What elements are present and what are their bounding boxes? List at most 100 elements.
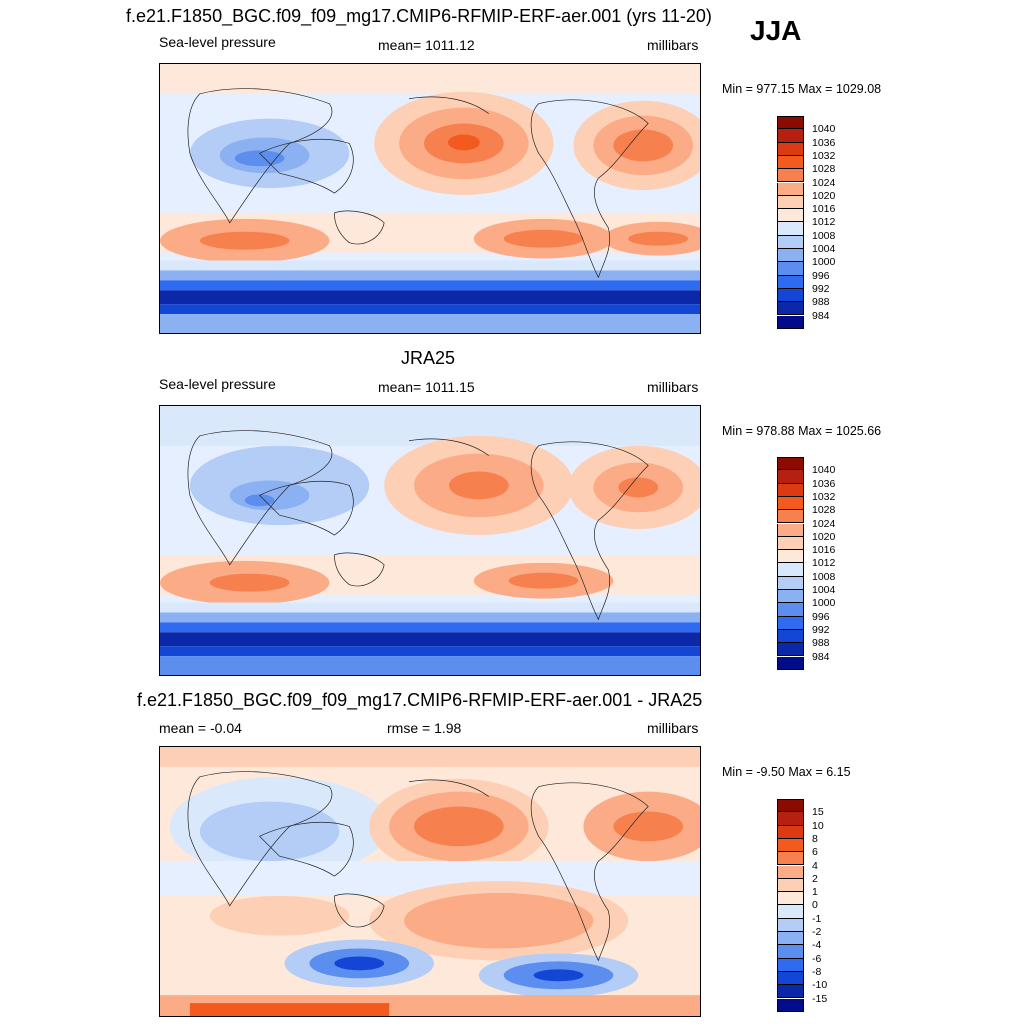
colorbar-label: 1032 [812, 490, 836, 503]
colorbar-label: -8 [812, 965, 822, 978]
colorbar-label: 988 [812, 637, 830, 650]
colorbar-swatch [777, 852, 804, 866]
colorbar-label: 1028 [812, 163, 836, 176]
units-label: millibars [647, 379, 699, 395]
colorbar-label: 1012 [812, 557, 836, 570]
colorbar-swatch [777, 576, 804, 590]
colorbar-swatch [777, 315, 804, 329]
panel-title: f.e21.F1850_BGC.f09_f09_mg17.CMIP6-RFMIP… [126, 6, 712, 26]
colorbar-swatch [777, 209, 804, 223]
colorbar-label: 1016 [812, 203, 836, 216]
colorbar-label: 1020 [812, 189, 836, 202]
colorbar-label: -2 [812, 926, 822, 938]
colorbar-label: 15 [812, 806, 824, 819]
colorbar-swatch [777, 249, 804, 263]
colorbar-label: 1008 [812, 229, 836, 242]
map-obs [159, 405, 701, 676]
colorbar-swatch [777, 616, 804, 630]
colorbar-swatch [777, 643, 804, 657]
colorbar-swatch [777, 510, 804, 524]
mean-label: mean= 1011.15 [378, 379, 475, 395]
colorbar-swatch [777, 799, 804, 813]
colorbar-label: 1024 [812, 176, 836, 189]
colorbar-swatch [777, 878, 804, 893]
colorbar-label: 2 [812, 872, 818, 885]
colorbar-swatch [777, 629, 804, 644]
colorbar-swatch [777, 275, 804, 289]
colorbar-swatch [777, 563, 804, 577]
units-label: millibars [647, 720, 699, 736]
colorbar-label: 984 [812, 650, 830, 663]
colorbar-swatch [777, 169, 804, 183]
colorbar-label: -6 [812, 952, 822, 965]
colorbar-swatch [777, 302, 804, 316]
mean-label: mean= 1011.12 [378, 37, 475, 53]
map-model [159, 63, 701, 334]
rmse-label: rmse = 1.98 [387, 720, 462, 736]
mean-label: mean = -0.04 [159, 720, 242, 736]
colorbar-label: 984 [812, 309, 830, 322]
colorbar-label: 8 [812, 832, 818, 845]
colorbar-label: 1028 [812, 504, 836, 517]
colorbar-swatch [777, 838, 804, 853]
colorbar-swatch [777, 985, 804, 999]
colorbar-swatch [777, 262, 804, 276]
colorbar-swatch [777, 496, 804, 511]
colorbar-label: 6 [812, 846, 818, 859]
colorbar-label: 996 [812, 269, 830, 282]
colorbar-label: -10 [812, 979, 828, 992]
colorbar-label: 1000 [812, 597, 836, 610]
colorbar-swatch [777, 656, 804, 670]
colorbar-swatch [777, 932, 804, 946]
units-label: millibars [647, 37, 699, 53]
colorbar-label: 1032 [812, 149, 836, 162]
colorbar-label: 10 [812, 819, 824, 832]
colorbar-swatch [777, 195, 804, 210]
colorbar-swatch [777, 998, 804, 1012]
colorbar-label: -4 [812, 939, 822, 952]
colorbar-swatch [777, 812, 804, 826]
colorbar-swatch [777, 222, 804, 236]
colorbar-label: 988 [812, 296, 830, 309]
colorbar-swatch [777, 865, 804, 879]
colorbar-swatch [777, 971, 804, 986]
colorbar-swatch [777, 142, 804, 156]
colorbar-label: 1036 [812, 136, 836, 149]
colorbar-swatch [777, 945, 804, 959]
colorbar-swatch [777, 470, 804, 484]
colorbar-label: 1024 [812, 517, 836, 530]
colorbar-label: 1040 [812, 123, 836, 136]
season-label: JJA [750, 15, 802, 46]
colorbar-swatch [777, 523, 804, 537]
panel-title: JRA25 [401, 348, 456, 368]
colorbar-label: -15 [812, 992, 828, 1005]
colorbar-swatch [777, 457, 804, 471]
colorbar-label: 996 [812, 610, 830, 623]
minmax-label: Min = 977.15 Max = 1029.08 [722, 82, 882, 96]
colorbar-swatch [777, 550, 804, 564]
colorbar-swatch [777, 235, 804, 249]
colorbar-swatch [777, 892, 804, 906]
colorbar-label: 1036 [812, 477, 836, 490]
colorbar-swatch [777, 603, 804, 617]
colorbar-swatch [777, 590, 804, 604]
variable-label: Sea-level pressure [159, 376, 276, 392]
colorbar-swatch [777, 958, 804, 972]
colorbar-swatch [777, 116, 804, 130]
colorbar-label: -1 [812, 912, 822, 925]
colorbar-label: 992 [812, 282, 830, 295]
colorbar-label: 1 [812, 886, 818, 899]
minmax-label: Min = -9.50 Max = 6.15 [722, 765, 851, 779]
colorbar-swatch [777, 129, 804, 143]
colorbar-swatch [777, 483, 804, 497]
colorbar-label: 1004 [812, 584, 836, 596]
colorbar-label: 1004 [812, 243, 836, 255]
colorbar-swatch [777, 182, 804, 196]
colorbar-label: 4 [812, 859, 818, 872]
colorbar-label: 1040 [812, 464, 836, 477]
colorbar-label: 1000 [812, 256, 836, 269]
colorbar-swatch [777, 536, 804, 551]
colorbar-label: 1020 [812, 530, 836, 543]
colorbar-swatch [777, 918, 804, 932]
colorbar-label: 0 [812, 899, 818, 912]
